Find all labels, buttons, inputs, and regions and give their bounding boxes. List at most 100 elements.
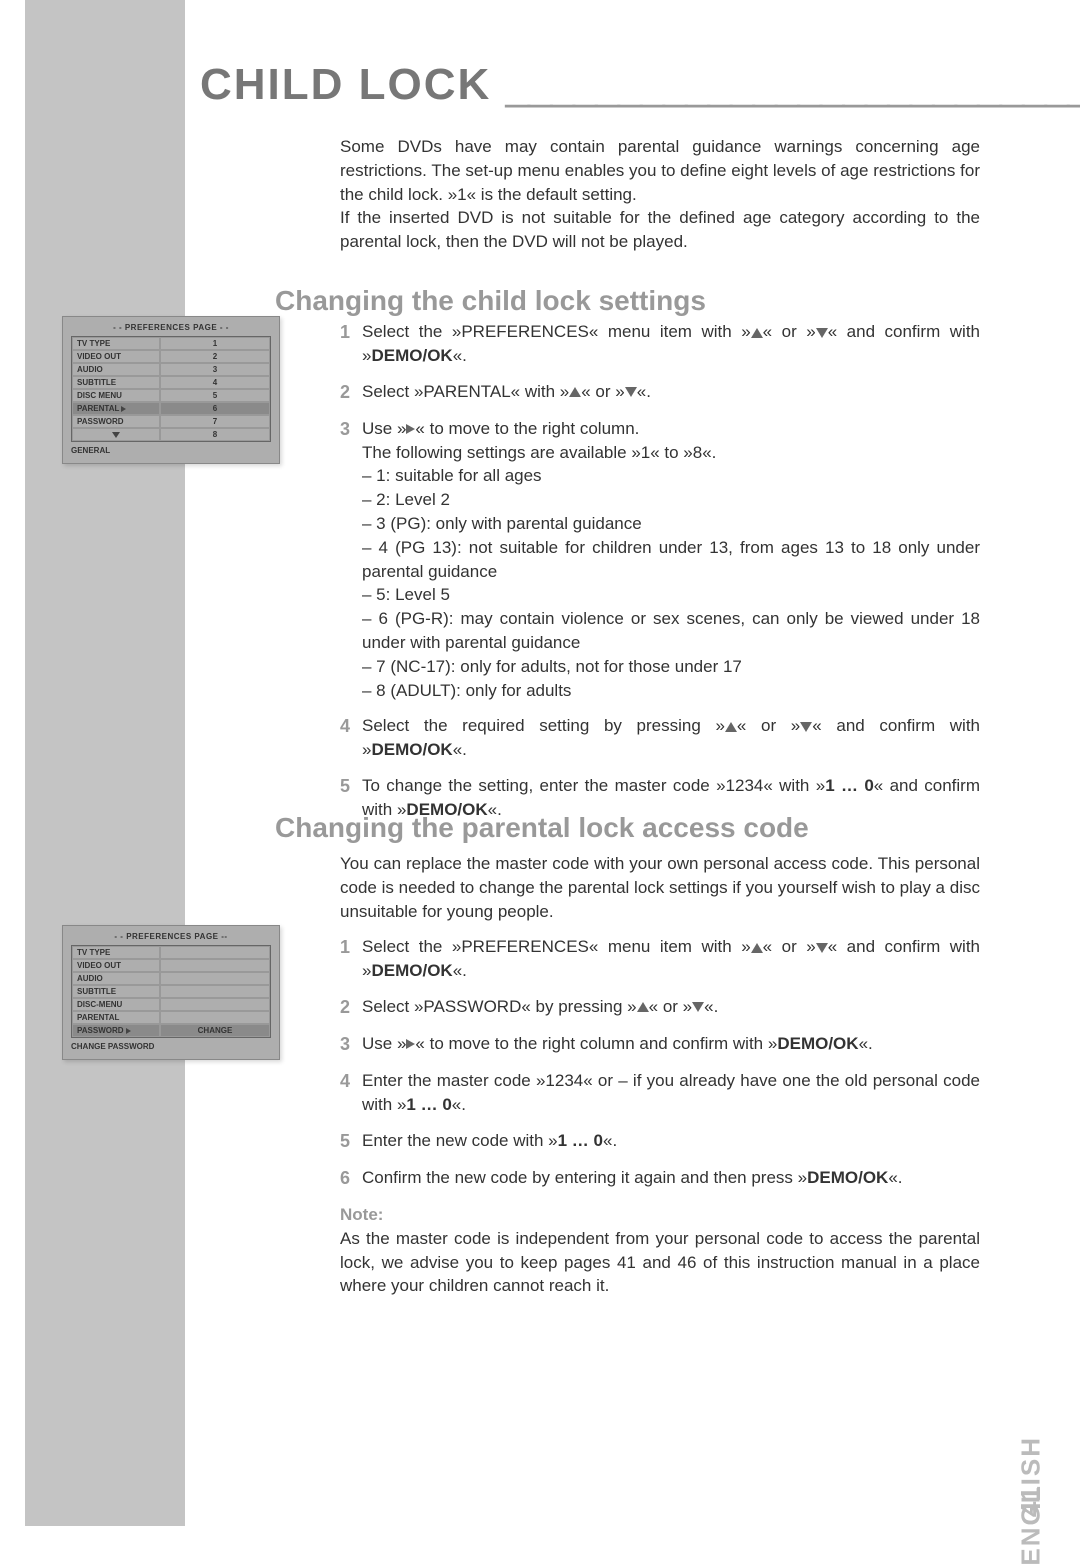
level-item: – 7 (NC-17): only for adults, not for th… bbox=[362, 655, 980, 679]
step-number: 2 bbox=[340, 995, 362, 1020]
t: «. bbox=[452, 1095, 466, 1114]
menu-cell-label: TV TYPE bbox=[72, 337, 160, 350]
t: Use » bbox=[362, 1034, 406, 1053]
demo-ok-label: DEMO/OK bbox=[807, 1168, 888, 1187]
menu-row: PARENTAL bbox=[72, 1011, 270, 1024]
onezero-label: 1 … 0 bbox=[558, 1131, 603, 1150]
down-arrow-icon bbox=[800, 722, 812, 732]
menu2-table: TV TYPEVIDEO OUTAUDIOSUBTITLEDISC-MENUPA… bbox=[71, 945, 271, 1038]
t: «. bbox=[637, 382, 651, 401]
t: «. bbox=[704, 997, 718, 1016]
demo-ok-label: DEMO/OK bbox=[371, 740, 452, 759]
menu-row: VIDEO OUT bbox=[72, 959, 270, 972]
t: Use » bbox=[362, 419, 406, 438]
menu-cell-label: VIDEO OUT bbox=[72, 350, 160, 363]
menu-row: SUBTITLE bbox=[72, 985, 270, 998]
t: «. bbox=[859, 1034, 873, 1053]
gray-sidebar bbox=[25, 0, 185, 1526]
menu-row: DISC-MENU bbox=[72, 998, 270, 1011]
menu-cell-value: 5 bbox=[160, 389, 270, 402]
demo-ok-label: DEMO/OK bbox=[371, 961, 452, 980]
menu-cell-value bbox=[160, 1011, 270, 1024]
level-item: – 4 (PG 13): not suitable for children u… bbox=[362, 538, 980, 581]
menu1-table: TV TYPE1VIDEO OUT2AUDIO3SUBTITLE4DISC ME… bbox=[71, 336, 271, 442]
menu-cell-value: 8 bbox=[160, 428, 270, 441]
t: Select »PARENTAL« with » bbox=[362, 382, 569, 401]
step-body: Select »PASSWORD« by pressing »« or »«. bbox=[362, 995, 980, 1020]
menu-row: TV TYPE1 bbox=[72, 337, 270, 350]
menu-cell-label: PARENTAL bbox=[72, 402, 160, 415]
right-arrow-icon bbox=[121, 406, 126, 412]
menu-cell-label: PASSWORD bbox=[72, 1024, 160, 1037]
menu-cell-value bbox=[160, 998, 270, 1011]
t: Select »PASSWORD« by pressing » bbox=[362, 997, 637, 1016]
menu-cell-value: 4 bbox=[160, 376, 270, 389]
menu-cell-value bbox=[160, 959, 270, 972]
t: « to move to the right column. bbox=[415, 419, 639, 438]
t: « or » bbox=[737, 716, 800, 735]
down-arrow-icon bbox=[625, 387, 637, 397]
t: Enter the new code with » bbox=[362, 1131, 558, 1150]
t: Select the »PREFERENCES« menu item with … bbox=[362, 937, 751, 956]
t: « to move to the right column and confir… bbox=[415, 1034, 777, 1053]
menu-cell-label: VIDEO OUT bbox=[72, 959, 160, 972]
level-item: – 1: suitable for all ages bbox=[362, 464, 980, 488]
step-body: Enter the master code »1234« or – if you… bbox=[362, 1069, 980, 1117]
preferences-menu-1: - - PREFERENCES PAGE - - TV TYPE1VIDEO O… bbox=[62, 316, 280, 464]
menu-row: AUDIO bbox=[72, 972, 270, 985]
menu-row: 8 bbox=[72, 428, 270, 441]
up-arrow-icon bbox=[751, 943, 763, 953]
section2-steps: 1 Select the »PREFERENCES« menu item wit… bbox=[340, 935, 980, 1298]
title-underline: _______________________________________ bbox=[506, 60, 1080, 109]
menu-row: TV TYPE bbox=[72, 946, 270, 959]
step-body: Select the »PREFERENCES« menu item with … bbox=[362, 935, 980, 983]
intro-p1: Some DVDs have may contain parental guid… bbox=[340, 135, 980, 206]
menu-cell-value bbox=[160, 985, 270, 998]
menu-cell-label: SUBTITLE bbox=[72, 376, 160, 389]
menu-row: PARENTAL 6 bbox=[72, 402, 270, 415]
menu-cell-label: DISC MENU bbox=[72, 389, 160, 402]
level-item: – 6 (PG-R): may contain violence or sex … bbox=[362, 609, 980, 652]
menu-cell-value: CHANGE bbox=[160, 1024, 270, 1037]
step-number: 4 bbox=[340, 714, 362, 762]
menu-cell-value: 3 bbox=[160, 363, 270, 376]
section2-intro: You can replace the master code with you… bbox=[340, 852, 980, 923]
t: « or » bbox=[763, 322, 816, 341]
step-body: Enter the new code with »1 … 0«. bbox=[362, 1129, 980, 1154]
step-number: 3 bbox=[340, 1032, 362, 1057]
step-number: 2 bbox=[340, 380, 362, 405]
menu-cell-label: AUDIO bbox=[72, 972, 160, 985]
t: «. bbox=[888, 1168, 902, 1187]
menu-cell-value: 7 bbox=[160, 415, 270, 428]
section2-heading: Changing the parental lock access code bbox=[275, 812, 809, 844]
menu-row: DISC MENU5 bbox=[72, 389, 270, 402]
up-arrow-icon bbox=[569, 387, 581, 397]
menu-cell-label: TV TYPE bbox=[72, 946, 160, 959]
step-number: 3 bbox=[340, 417, 362, 703]
step-number: 6 bbox=[340, 1166, 362, 1191]
demo-ok-label: DEMO/OK bbox=[777, 1034, 858, 1053]
level-item: – 8 (ADULT): only for adults bbox=[362, 679, 980, 703]
menu-cell-label: SUBTITLE bbox=[72, 985, 160, 998]
up-arrow-icon bbox=[751, 328, 763, 338]
step-number: 1 bbox=[340, 935, 362, 983]
t: « or » bbox=[763, 937, 816, 956]
t: « or » bbox=[581, 382, 624, 401]
down-arrow-icon bbox=[112, 432, 120, 438]
t: «. bbox=[453, 740, 467, 759]
menu-cell-label: PARENTAL bbox=[72, 1011, 160, 1024]
t: Select the »PREFERENCES« menu item with … bbox=[362, 322, 751, 341]
step-body: Confirm the new code by entering it agai… bbox=[362, 1166, 980, 1191]
demo-ok-label: DEMO/OK bbox=[371, 346, 452, 365]
page-title: CHILD LOCK _____________________________… bbox=[200, 60, 1000, 110]
down-arrow-icon bbox=[692, 1002, 704, 1012]
step-body: Use » « to move to the right column and c… bbox=[362, 1032, 980, 1057]
menu-row: AUDIO3 bbox=[72, 363, 270, 376]
menu-cell-label: DISC-MENU bbox=[72, 998, 160, 1011]
up-arrow-icon bbox=[637, 1002, 649, 1012]
menu-cell-value: 2 bbox=[160, 350, 270, 363]
step-body: Select »PARENTAL« with » « or » «. bbox=[362, 380, 980, 405]
menu-cell-value: 6 bbox=[160, 402, 270, 415]
note-heading: Note: bbox=[340, 1203, 980, 1227]
t: «. bbox=[453, 961, 467, 980]
